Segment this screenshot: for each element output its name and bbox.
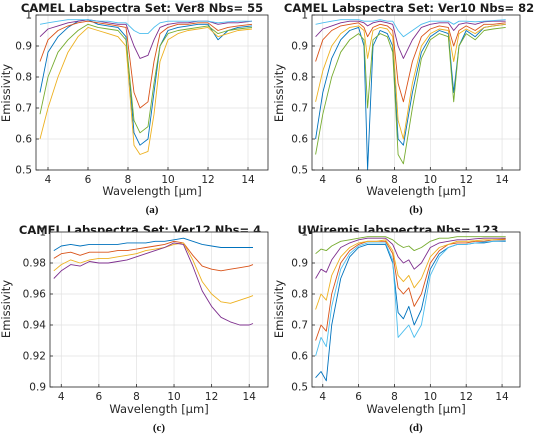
panel-b-ytick-label: 0.7 — [291, 103, 308, 115]
panel-c-series-line — [53, 242, 254, 326]
panel-a-series-line — [39, 23, 253, 134]
panel-d: UWiremis labspectra Nbs= 123 4 6 8 10 12 140.… — [272, 223, 521, 434]
panel-b-ylabel: Emissivity — [272, 64, 286, 122]
panel-b-series-line — [315, 23, 506, 171]
panel-c-series-line — [53, 240, 254, 272]
panel-b-series-line — [315, 26, 506, 165]
panel-d-xlabel: Wavelength [μm] — [366, 402, 465, 416]
panel-a-title: CAMEL Labspectra Set: Ver8 Nbs= 55 — [21, 1, 263, 15]
panel-b-xtick-label: 6 — [355, 174, 362, 186]
panel-c-ytick-label: 1 — [39, 227, 46, 239]
panel-b-plot-area — [312, 15, 520, 170]
panel-c-xtick-label: 12 — [205, 391, 218, 403]
panel-a-ytick-label: 0.6 — [15, 134, 32, 146]
panel-a: CAMEL Labspectra Set: Ver8 Nbs= 55 4 6 8 10… — [0, 1, 269, 216]
panel-d-xtick-label: 8 — [391, 391, 398, 403]
panel-c-ytick-label: 0.94 — [23, 320, 47, 332]
panel-b-xlabel: Wavelength [μm] — [366, 184, 465, 198]
panel-a-plot-area — [36, 15, 268, 170]
panel-b: CAMEL Labspectra Set: Ver10 Nbs= 82 4 6 8 1… — [272, 1, 534, 216]
panel-d-xtick-label: 4 — [319, 391, 326, 403]
panel-b-xtick-label: 10 — [424, 174, 437, 186]
panel-d-ytick-label: 0.9 — [291, 258, 308, 270]
panel-d-caption: (d) — [409, 422, 423, 434]
panel-a-ytick-label: 0.8 — [15, 72, 32, 84]
panel-a-xtick-label: 6 — [85, 174, 92, 186]
panel-c-plot-area — [50, 232, 268, 387]
panel-a-ytick-label: 0.9 — [15, 41, 32, 53]
panel-c-ytick-label: 0.98 — [23, 258, 46, 270]
panel-c-ytick-label: 0.92 — [23, 351, 46, 363]
panel-c-xtick-label: 10 — [167, 391, 180, 403]
panel-a-axes-box — [35, 14, 269, 171]
panel-c: CAMEL Labspectra Set: Ver12 Nbs= 4 4 6 8 10… — [0, 223, 269, 434]
panel-a-caption: (a) — [146, 204, 159, 216]
panel-b-series-line — [315, 23, 506, 140]
panel-b-plot: 4 6 8 10 12 14 0.5 0.6 0.7 0.8 0.9 1 — [291, 10, 521, 186]
panel-a-xtick-label: 10 — [161, 174, 174, 186]
panel-d-xtick-label: 12 — [460, 391, 473, 403]
panel-a-xtick-label: 12 — [201, 174, 214, 186]
panel-c-xtick-label: 8 — [133, 391, 140, 403]
panel-d-plot: 4 6 8 10 12 14 0.5 0.6 0.7 0.8 0.9 1 — [291, 227, 521, 403]
panel-d-series-line — [315, 239, 506, 341]
panel-d-plot-area — [312, 232, 520, 387]
panel-c-series-line — [53, 237, 253, 251]
panel-a-ylabel: Emissivity — [0, 64, 13, 122]
panel-d-series-line — [315, 238, 506, 310]
panel-d-xtick-label: 6 — [355, 391, 362, 403]
panel-d-xtick-label: 14 — [495, 391, 509, 403]
panel-a-xtick-label: 14 — [241, 174, 255, 186]
panel-d-series-line — [315, 237, 506, 279]
panel-b-ytick-label: 0.9 — [291, 41, 308, 53]
panel-c-xtick-label: 14 — [243, 391, 257, 403]
panel-a-ytick-label: 0.5 — [15, 165, 32, 177]
panel-c-xlabel: Wavelength [μm] — [109, 402, 208, 416]
panel-b-series-line — [315, 19, 506, 38]
panel-d-ytick-label: 0.5 — [291, 382, 308, 394]
panel-a-xtick-label: 4 — [45, 174, 52, 186]
panel-c-axes-box — [49, 231, 269, 388]
panel-d-ytick-label: 0.8 — [291, 289, 308, 301]
panel-c-series-line — [53, 242, 254, 304]
panel-a-plot: 4 6 8 10 12 14 0.5 0.6 0.7 0.8 0.9 1 — [15, 10, 269, 186]
panel-a-series-line — [39, 19, 252, 35]
panel-a-xtick-label: 8 — [125, 174, 132, 186]
panel-a-ytick-label: 0.7 — [15, 103, 32, 115]
panel-a-xlabel: Wavelength [μm] — [102, 184, 201, 198]
panel-b-caption: (b) — [409, 204, 423, 216]
panel-b-ytick-label: 0.8 — [291, 72, 308, 84]
panel-c-xtick-label: 4 — [58, 391, 65, 403]
panel-d-axes-box — [311, 231, 521, 388]
panel-d-ytick-label: 1 — [301, 227, 308, 239]
panel-c-xtick-label: 6 — [96, 391, 103, 403]
panel-d-ytick-label: 0.6 — [291, 351, 308, 363]
panel-d-series-line — [315, 236, 506, 255]
panel-b-ytick-label: 0.6 — [291, 134, 308, 146]
panel-b-ytick-label: 1 — [301, 10, 308, 22]
panel-b-series-line — [315, 20, 506, 59]
panel-c-ytick-label: 0.96 — [23, 289, 47, 301]
panel-b-xtick-label: 4 — [319, 174, 326, 186]
panel-b-xtick-label: 8 — [391, 174, 398, 186]
panel-c-plot: 4 6 8 10 12 14 0.9 0.92 0.94 0.96 0.98 1 — [23, 227, 269, 403]
panel-b-axes-box — [311, 14, 521, 171]
panel-d-ylabel: Emissivity — [272, 280, 286, 338]
panel-b-title: CAMEL Labspectra Set: Ver10 Nbs= 82 — [284, 1, 534, 15]
panel-d-xtick-label: 10 — [424, 391, 437, 403]
panel-b-ytick-label: 0.5 — [291, 165, 308, 177]
panel-c-ylabel: Emissivity — [0, 280, 13, 338]
panel-d-series-line — [315, 240, 506, 357]
panel-b-xtick-label: 14 — [495, 174, 509, 186]
panel-a-series-line — [39, 26, 253, 155]
panel-a-ytick-label: 1 — [25, 10, 32, 22]
panel-c-caption: (c) — [153, 422, 166, 434]
panel-b-xtick-label: 12 — [460, 174, 473, 186]
panel-b-series-line — [315, 22, 506, 103]
panel-a-series-line — [39, 20, 253, 109]
panel-d-ytick-label: 0.7 — [291, 320, 308, 332]
panel-c-ytick-label: 0.9 — [29, 382, 46, 394]
